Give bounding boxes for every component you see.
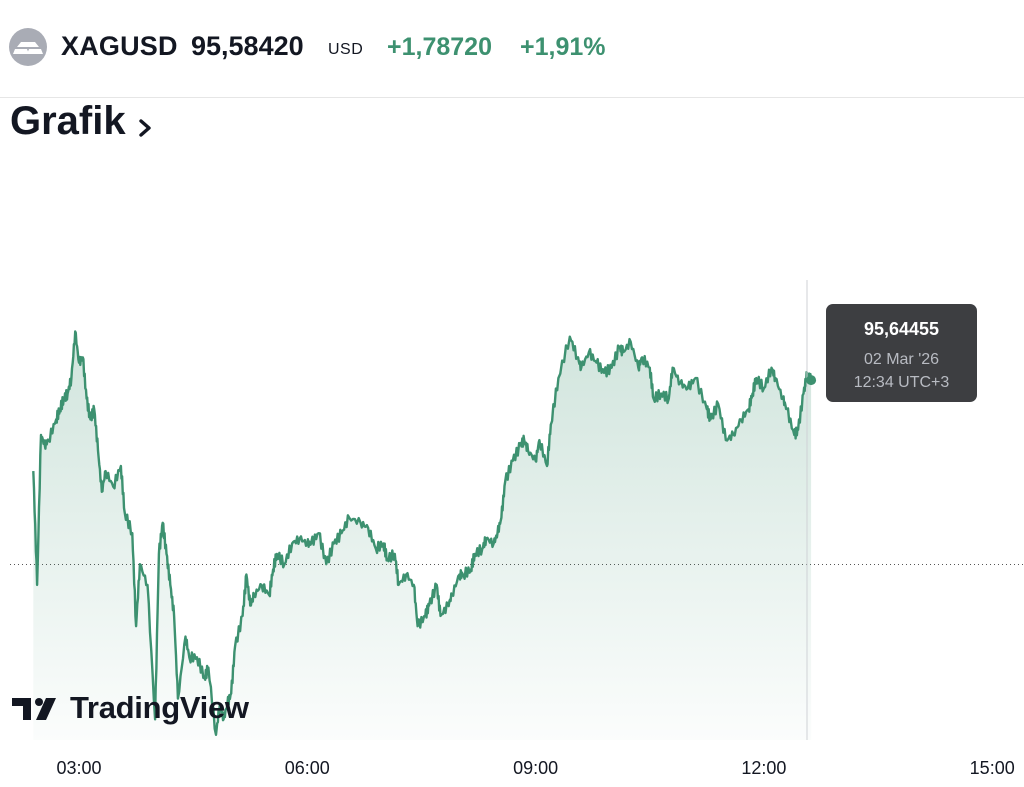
last-price: 95,58420	[191, 31, 304, 61]
tooltip-date: 02 Mar '26	[863, 351, 940, 368]
x-tick-label: 12:00	[741, 758, 786, 778]
tradingview-logo-icon	[12, 698, 56, 720]
tradingview-brand: TradingView	[70, 690, 249, 725]
tooltip-value: 95,64455	[863, 319, 940, 339]
price-area	[33, 331, 812, 740]
price-currency: USD	[328, 41, 364, 58]
price-change-percent: +1,91%	[520, 33, 606, 61]
silver-bars-icon	[9, 28, 47, 66]
symbol-header: XAGUSD 95,58420 USD +1,78720 +1,91%	[0, 0, 1024, 98]
price-change: +1,78720	[387, 33, 492, 61]
symbol-name: XAGUSD	[61, 31, 178, 61]
x-tick-label: 09:00	[513, 758, 558, 778]
price-line	[32, 330, 813, 736]
crosshair-tooltip: 95,64455 02 Mar '26 12:34 UTC+3	[826, 304, 977, 402]
chevron-right-icon[interactable]	[137, 117, 153, 139]
crosshair-marker	[806, 375, 817, 386]
x-tick-label: 15:00	[970, 758, 1015, 778]
x-tick-label: 03:00	[56, 758, 101, 778]
price-chart[interactable]: 03:00 06:00 09:00 12:00 15:00	[0, 260, 1024, 787]
tooltip-time: 12:34 UTC+3	[853, 374, 950, 391]
x-tick-label: 06:00	[285, 758, 330, 778]
chart-section-title[interactable]: Grafik	[10, 99, 126, 143]
